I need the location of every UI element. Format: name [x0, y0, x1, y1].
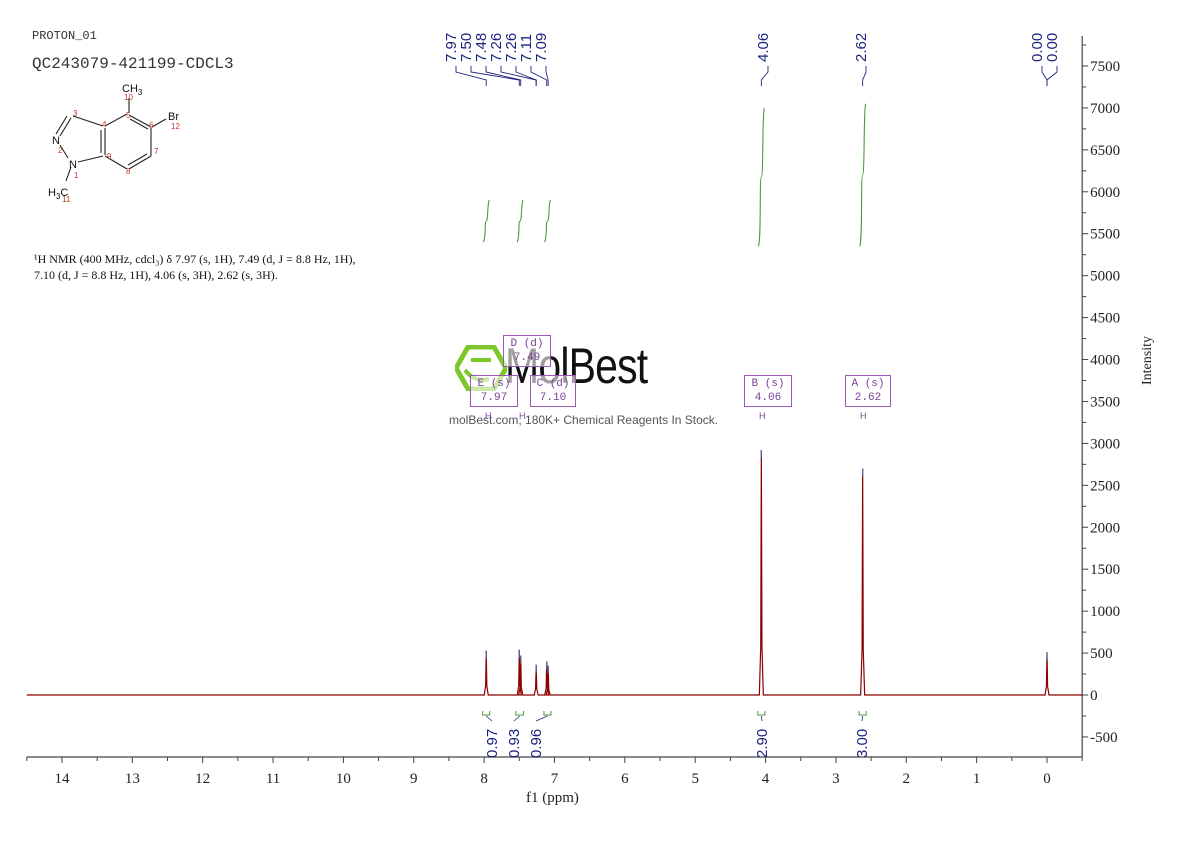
- molecule-structure: CH3 Br N N H3C 10 5 3 4 6 12 7 2 9 8 1 1…: [48, 83, 180, 204]
- svg-text:2: 2: [58, 146, 63, 155]
- peak-shift-label: 7.50: [458, 33, 475, 62]
- y-tick-label: 0: [1090, 688, 1098, 704]
- svg-text:7: 7: [154, 147, 159, 156]
- x-tick-label: 1: [973, 771, 981, 787]
- integral-value-label: 2.90: [754, 729, 771, 758]
- multiplet-box-e: E (s) 7.97: [470, 375, 518, 407]
- y-tick-label: 4000: [1090, 353, 1120, 369]
- x-tick-label: 9: [410, 771, 418, 787]
- integral-value-label: 3.00: [854, 729, 871, 758]
- x-tick-label: 12: [195, 771, 210, 787]
- methyl-label: CH3: [122, 83, 143, 97]
- integral-value-label: 0.93: [506, 729, 523, 758]
- nitrogen-1-label: N: [69, 159, 77, 171]
- peak-annotations: 7.977.507.487.267.267.117.09 4.06 2.62 0.00…: [443, 33, 1061, 86]
- svg-text:11: 11: [62, 195, 71, 204]
- svg-text:12: 12: [171, 122, 180, 131]
- watermark-tagline: molBest.com, 180K+ Chemical Reagents In …: [449, 413, 719, 427]
- integral-value-label: 0.96: [528, 729, 545, 758]
- h-marker: H: [860, 411, 867, 421]
- svg-text:6: 6: [149, 121, 154, 130]
- peak-shift-label: 7.26: [488, 33, 505, 62]
- peak-shift-label: 0.00: [1044, 33, 1061, 62]
- x-tick-label: 2: [903, 771, 911, 787]
- y-axis-label: Intensity: [1140, 336, 1155, 385]
- h-marker: H: [519, 411, 526, 421]
- y-tick-label: -500: [1090, 730, 1118, 746]
- peak-shift-label: 7.26: [503, 33, 520, 62]
- svg-text:4: 4: [102, 120, 107, 129]
- x-tick-label: 5: [691, 771, 699, 787]
- x-tick-label: 6: [621, 771, 629, 787]
- spectrum-trace: [26, 450, 1083, 696]
- x-tick-label: 14: [54, 771, 70, 787]
- integral-annotations: 0.97 0.93 0.96 2.90 3.00: [482, 711, 871, 758]
- multiplet-box-a: A (s) 2.62: [845, 375, 891, 407]
- peak-shift-label: 7.09: [533, 33, 550, 62]
- x-tick-label: 8: [480, 771, 488, 787]
- experiment-name: PROTON_01: [32, 29, 97, 43]
- y-tick-label: 500: [1090, 646, 1113, 662]
- multiplet-box-b: B (s) 4.06: [744, 375, 792, 407]
- svg-text:8: 8: [126, 167, 131, 176]
- x-tick-label: 10: [336, 771, 351, 787]
- integral-curves: [482, 103, 867, 247]
- h-marker: H: [759, 411, 766, 421]
- bromine-label: Br: [168, 111, 179, 123]
- sample-id: QC243079-421199-CDCL3: [32, 55, 234, 73]
- y-tick-label: 5500: [1090, 227, 1120, 243]
- peak-shift-label: 0.00: [1029, 33, 1046, 62]
- y-tick-label: 7500: [1090, 59, 1120, 75]
- nmr-description-line1: ¹H NMR (400 MHz, cdcl₃) δ 7.97 (s, 1H), …: [34, 252, 356, 266]
- svg-text:1: 1: [74, 171, 79, 180]
- x-tick-label: 4: [762, 771, 770, 787]
- x-tick-label: 13: [125, 771, 140, 787]
- y-tick-label: 7000: [1090, 101, 1120, 117]
- peak-shift-label: 4.06: [755, 33, 772, 62]
- nmr-description: ¹H NMR (400 MHz, cdcl₃) δ 7.97 (s, 1H), …: [34, 251, 356, 283]
- y-tick-label: 4500: [1090, 311, 1120, 327]
- y-tick-label: 6000: [1090, 185, 1120, 201]
- peak-shift-label: 7.97: [443, 33, 460, 62]
- nmr-description-line2: 7.10 (d, J = 8.8 Hz, 1H), 4.06 (s, 3H), …: [34, 268, 278, 282]
- axes: 14 13 12 11 10 9 8 7 6 5 4 3 2 1 0-5000500100015002000…: [26, 36, 1120, 787]
- svg-text:9: 9: [107, 152, 112, 161]
- svg-text:10: 10: [124, 93, 133, 102]
- x-tick-label: 7: [551, 771, 559, 787]
- peak-shift-label: 7.11: [518, 34, 535, 62]
- svg-text:5: 5: [126, 111, 131, 120]
- multiplet-box-d: D (d) 7.49: [503, 335, 551, 367]
- y-tick-label: 1500: [1090, 562, 1120, 578]
- x-axis-label: f1 (ppm): [526, 790, 579, 806]
- y-tick-label: 6500: [1090, 143, 1120, 159]
- y-tick-label: 2000: [1090, 520, 1120, 536]
- x-tick-label: 3: [832, 771, 840, 787]
- y-tick-label: 2500: [1090, 478, 1120, 494]
- integral-value-label: 0.97: [484, 729, 501, 758]
- h-marker: H: [485, 411, 492, 421]
- peak-shift-label: 7.48: [473, 33, 490, 62]
- y-tick-label: 1000: [1090, 604, 1120, 620]
- y-tick-label: 3500: [1090, 394, 1120, 410]
- methyl-n-label: H3C: [48, 187, 68, 201]
- y-tick-label: 3000: [1090, 436, 1120, 452]
- nitrogen-2-label: N: [52, 135, 60, 147]
- y-tick-label: 5000: [1090, 269, 1120, 285]
- multiplet-box-c: C (d) 7.10: [530, 375, 576, 407]
- x-tick-label: 11: [266, 771, 280, 787]
- svg-text:3: 3: [73, 109, 78, 118]
- x-tick-label: 0: [1043, 771, 1051, 787]
- peak-shift-label: 2.62: [853, 33, 870, 62]
